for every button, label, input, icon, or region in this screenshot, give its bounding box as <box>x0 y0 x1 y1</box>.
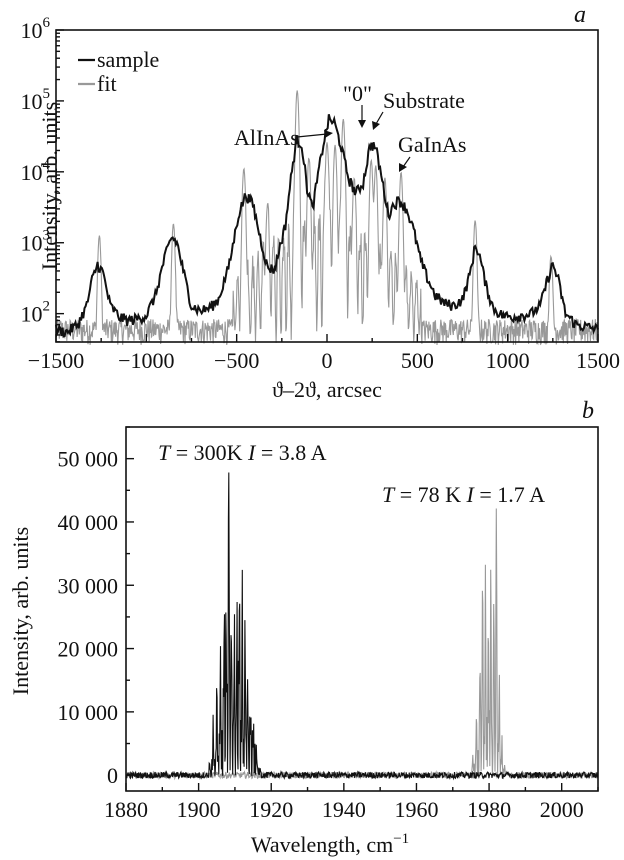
annotation-substrate: Substrate <box>383 88 465 113</box>
annotation-78k: T = 78 K I = 1.7 A <box>382 482 545 507</box>
panel-a-x-axis-label: ϑ–2ϑ, arcsec <box>272 377 382 402</box>
series-fit-line <box>55 90 599 346</box>
panel-b-y-tick-label: 20 000 <box>58 637 119 662</box>
panel-b-x-axis-label: Wavelength, cm−1 <box>251 831 409 857</box>
series-78k-line <box>125 508 599 781</box>
panel-a-y-ticks: 102 103 104 105 106 <box>21 15 64 343</box>
panel-a-annotations: AlInAs "0" Substrate GaInAs <box>234 81 466 172</box>
annotation-substrate-arrowhead <box>372 121 380 130</box>
panel-b-y-tick-label: 50 000 <box>58 447 119 472</box>
panel-b-x-tick-label: 2000 <box>540 797 584 822</box>
panel-a-y-tick-label: 106 <box>21 15 51 43</box>
panel-b-y-ticks: 0 10 000 20 000 30 000 40 000 50 000 <box>58 426 134 788</box>
panel-b-x-tick-label: 1940 <box>322 797 366 822</box>
panel-a-chart: a −1500 −1000 −500 0 500 1000 1500 10210310410… <box>21 2 621 402</box>
panel-a-x-tick-label: −1000 <box>118 348 174 373</box>
annotation-alinas-arrowhead <box>324 130 333 138</box>
panel-a-x-tick-label: 0 <box>322 348 333 373</box>
panel-a-y-tick-label: 102 <box>21 299 51 327</box>
panel-b-y-tick-label: 0 <box>107 763 118 788</box>
panel-b-x-tick-label: 1960 <box>394 797 438 822</box>
panel-b-x-tick-label: 1980 <box>467 797 511 822</box>
panel-a-legend: sample fit <box>78 47 159 96</box>
panel-a-y-tick-label: 103 <box>21 228 51 256</box>
panel-b-x-tick-label: 1880 <box>104 797 148 822</box>
panel-a-y-tick-label: 105 <box>21 86 51 114</box>
annotation-gainas-arrow <box>402 156 411 168</box>
panel-b-y-tick-label: 10 000 <box>58 700 119 725</box>
series-300k-line <box>125 472 599 781</box>
panel-b-x-ticks: 1880 1900 1920 1940 1960 1980 2000 <box>104 783 599 822</box>
panel-b-series-group <box>125 472 599 781</box>
panel-b-plot-frame <box>125 426 599 792</box>
annotation-alinas: AlInAs <box>234 125 299 150</box>
panel-b-y-axis-label: Intensity, arb. units <box>8 527 33 695</box>
panel-b-y-tick-label: 40 000 <box>58 510 119 535</box>
annotation-zero-arrowhead <box>358 120 366 128</box>
panel-a-x-ticks: −1500 −1000 −500 0 500 1000 1500 <box>28 334 620 373</box>
series-sample-line <box>55 114 599 338</box>
annotation-alinas-arrow <box>296 133 328 138</box>
panel-b-y-tick-label: 30 000 <box>58 573 119 598</box>
annotation-substrate-arrow <box>375 111 384 125</box>
panel-a-y-axis-label: Intensity, arb. units <box>37 102 62 270</box>
panel-a-x-tick-label: −1500 <box>28 348 84 373</box>
annotation-zero: "0" <box>343 81 372 106</box>
panel-a-x-tick-label: 500 <box>401 348 434 373</box>
panel-a-label: a <box>574 2 586 28</box>
annotation-gainas-arrowhead <box>399 163 407 172</box>
annotation-gainas: GaInAs <box>398 132 466 157</box>
annotation-300k: T = 300K I = 3.8 A <box>158 440 327 465</box>
panel-a-plot-frame <box>55 29 599 343</box>
legend-label-sample: sample <box>97 47 159 72</box>
panel-a-x-tick-label: 1000 <box>486 348 530 373</box>
panel-a-x-tick-label: −500 <box>214 348 259 373</box>
panel-b-chart: b 1880 1900 1920 1940 1960 1980 2000 0 10 000 20… <box>8 398 599 857</box>
panel-b-label: b <box>582 398 594 424</box>
panel-b-x-tick-label: 1920 <box>249 797 293 822</box>
panel-a-y-tick-label: 104 <box>21 157 51 185</box>
legend-label-fit: fit <box>97 71 117 96</box>
panel-a-x-tick-label: 1500 <box>576 348 620 373</box>
panel-a-series-group <box>55 90 599 346</box>
panel-b-x-tick-label: 1900 <box>177 797 221 822</box>
